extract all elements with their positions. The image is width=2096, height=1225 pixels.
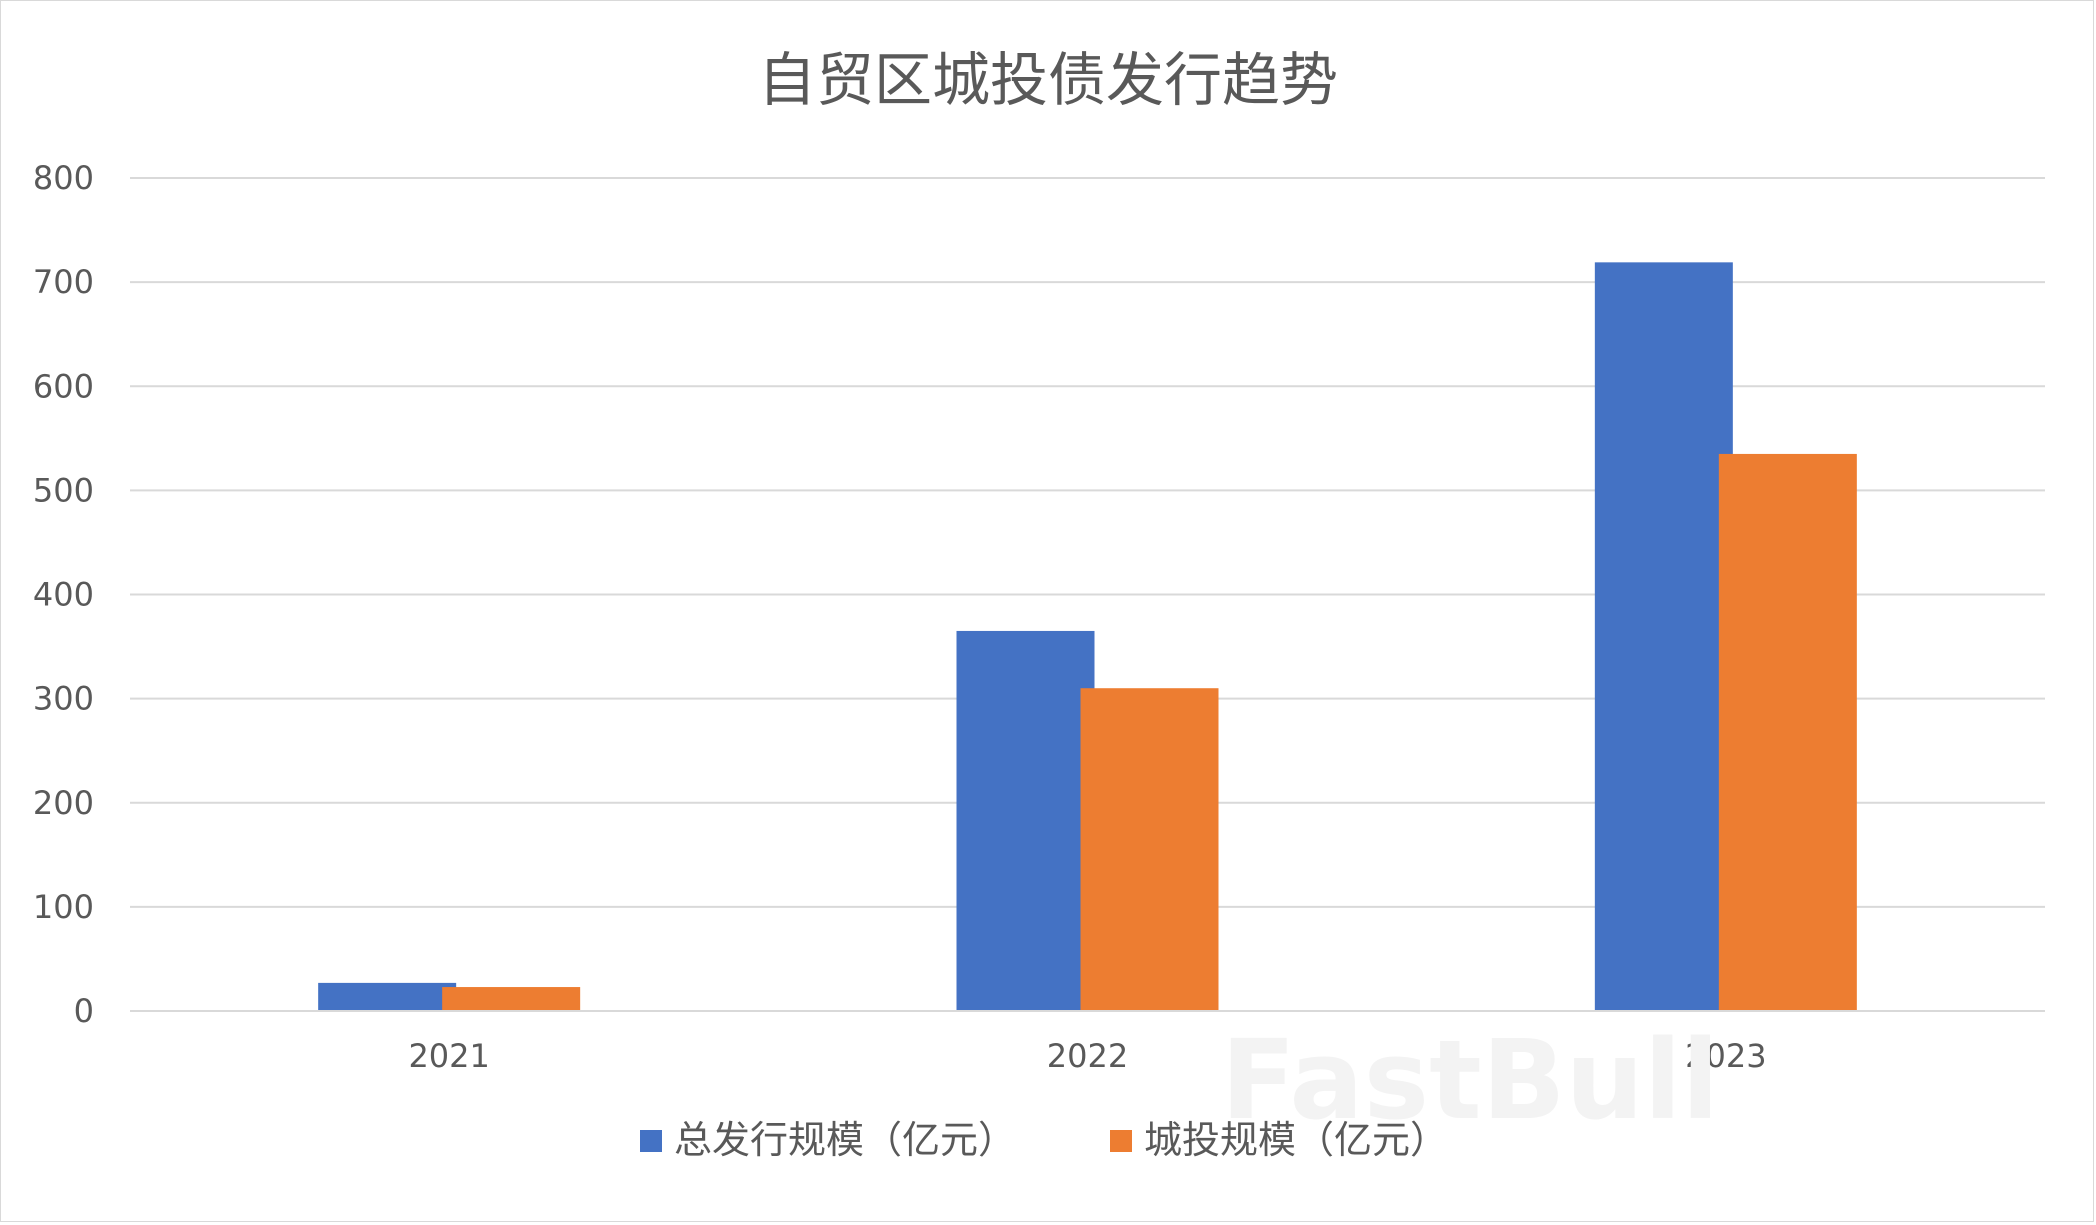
- x-axis-tick-labels: 2021 2022 2023: [408, 1037, 1766, 1075]
- y-tick-label: 400: [33, 576, 94, 614]
- bars: [318, 262, 1857, 1011]
- y-tick-label: 500: [33, 471, 94, 509]
- chart-title: 自贸区城投债发行趋势: [758, 46, 1338, 114]
- watermark-logo: FastBull: [1221, 1016, 1720, 1144]
- y-tick-label: 300: [33, 680, 94, 718]
- bar-2022-series-2: [1080, 688, 1219, 1011]
- bar-2021-series-2: [442, 987, 581, 1011]
- legend-swatch-series-1: [640, 1130, 662, 1152]
- legend-label-series-1: 总发行规模（亿元）: [674, 1118, 1016, 1162]
- y-tick-label: 100: [33, 888, 94, 926]
- bar-2022-series-1: [956, 630, 1095, 1011]
- y-tick-label: 0: [74, 992, 94, 1030]
- legend-label-series-2: 城投规模（亿元）: [1144, 1118, 1448, 1162]
- x-tick-label: 2022: [1047, 1037, 1128, 1075]
- bar-2023-series-1: [1594, 262, 1733, 1011]
- legend: 总发行规模（亿元） 城投规模（亿元）: [640, 1118, 1448, 1162]
- bar-2023-series-2: [1718, 453, 1857, 1011]
- bar-2021-series-1: [318, 982, 457, 1011]
- x-tick-label: 2023: [1685, 1037, 1766, 1075]
- y-tick-label: 200: [33, 784, 94, 822]
- x-tick-label: 2021: [408, 1037, 489, 1075]
- y-tick-label: 700: [33, 263, 94, 301]
- y-axis-tick-labels: 0 100 200 300 400 500 600 700 800: [33, 159, 94, 1030]
- y-tick-label: 800: [33, 159, 94, 197]
- y-tick-label: 600: [33, 367, 94, 405]
- legend-swatch-series-2: [1110, 1130, 1132, 1152]
